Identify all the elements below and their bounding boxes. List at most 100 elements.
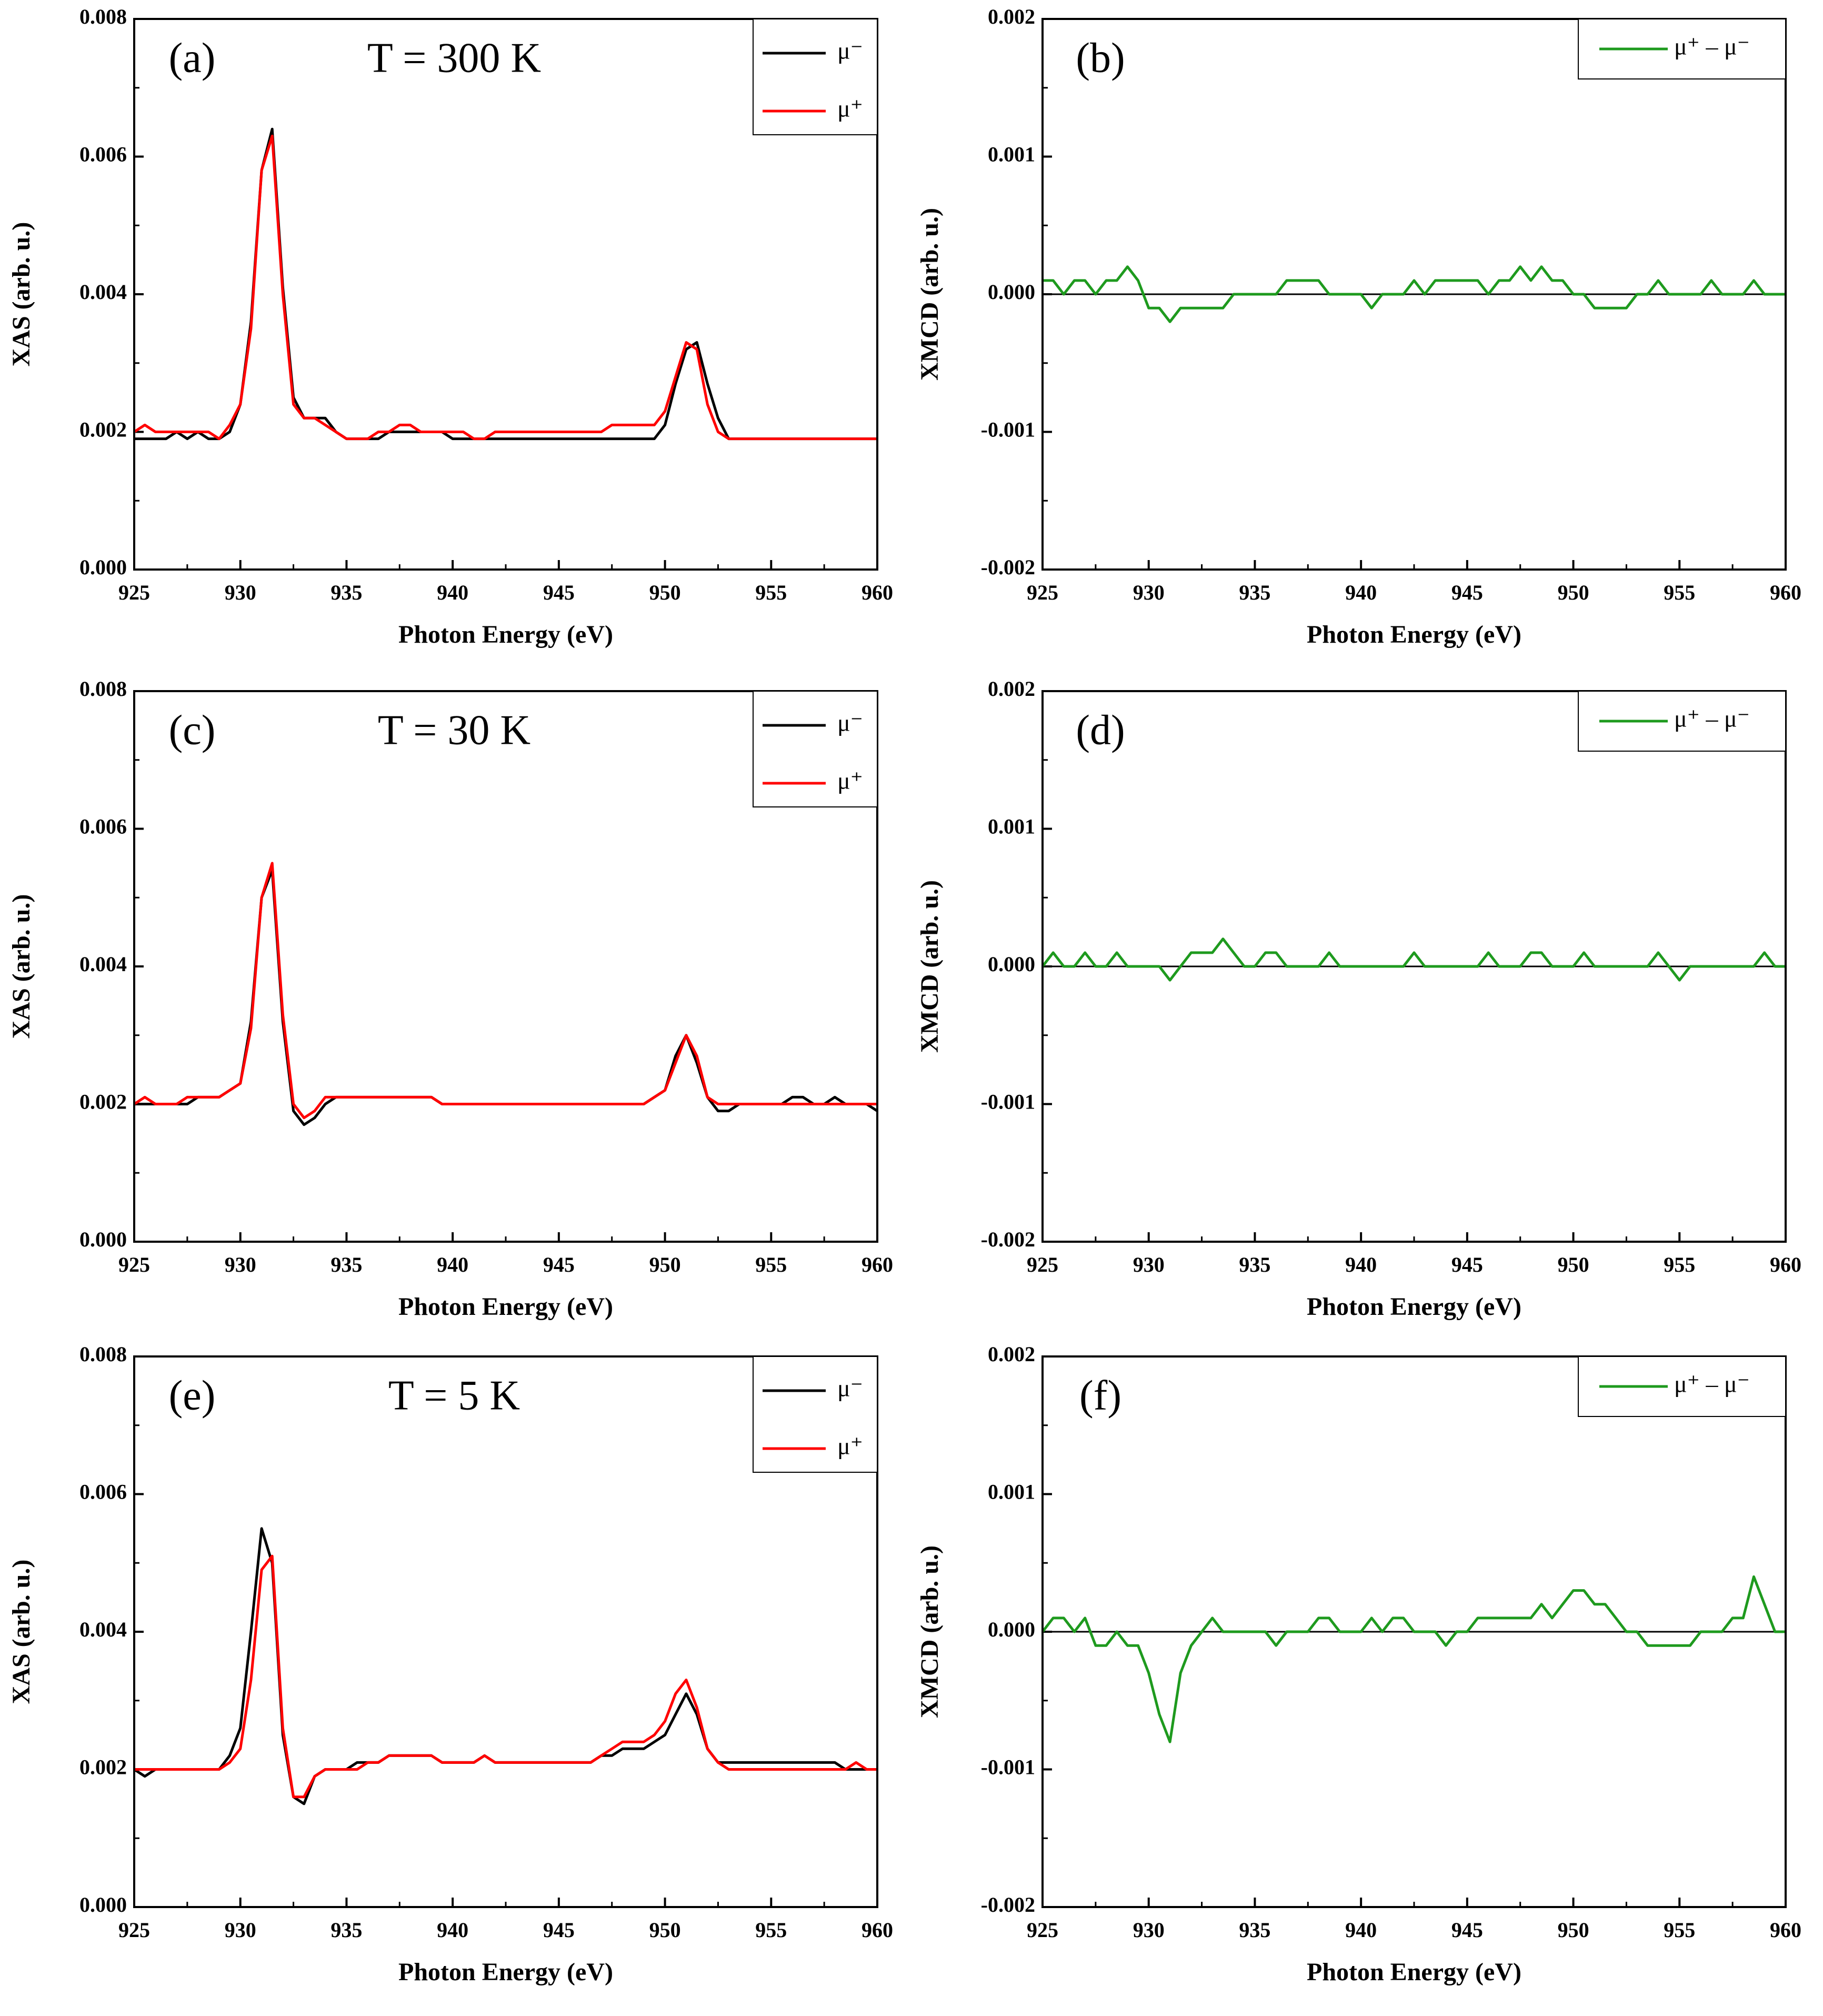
legend-label: μ⁺ – μ⁻ xyxy=(1674,1371,1750,1398)
y-tick-label: 0.006 xyxy=(79,143,127,166)
y-tick-label: 0.006 xyxy=(79,1480,127,1504)
axes-frame xyxy=(1041,18,1787,571)
y-tick-label: 0.002 xyxy=(988,5,1035,28)
panel: 925 930 935 940 945 950 955 960 0.000 0.002 0.004 0… xyxy=(7,5,893,648)
panel-label: (f) xyxy=(1079,1372,1121,1419)
x-tick-label: 945 xyxy=(543,1918,575,1942)
data-line xyxy=(1043,1575,1786,1743)
x-tick-label: 940 xyxy=(1345,1918,1377,1942)
x-tick-label: 955 xyxy=(755,1918,787,1942)
x-tick-label: 960 xyxy=(862,1253,893,1276)
legend-box xyxy=(753,18,878,135)
x-tick-label: 935 xyxy=(1239,1918,1270,1942)
x-axis-title: Photon Energy (eV) xyxy=(398,1958,613,1986)
y-tick-label: 0.002 xyxy=(79,1090,127,1114)
x-tick-label: 930 xyxy=(1133,1918,1165,1942)
data-line xyxy=(134,1554,877,1799)
x-tick-label: 955 xyxy=(755,1253,787,1276)
x-tick-label: 945 xyxy=(1451,581,1483,604)
legend-label: μ⁺ – μ⁻ xyxy=(1674,705,1750,732)
y-tick-label: 0.004 xyxy=(79,280,127,304)
legend-box xyxy=(753,1356,878,1473)
y-tick-label: 0.008 xyxy=(79,677,127,701)
legend-label: μ⁺ xyxy=(837,95,863,122)
y-tick-label: 0.000 xyxy=(79,555,127,579)
x-axis-title: Photon Energy (eV) xyxy=(1307,1293,1521,1321)
x-tick-label: 955 xyxy=(1664,1918,1695,1942)
x-tick-label: 955 xyxy=(1664,581,1695,604)
y-tick-label: -0.002 xyxy=(981,1227,1035,1251)
axes-frame xyxy=(1041,690,1787,1243)
axes-frame xyxy=(1041,1355,1787,1908)
panel-label: (d) xyxy=(1076,707,1125,753)
plot-area xyxy=(1043,937,1786,982)
y-axis-title: XAS (arb. u.) xyxy=(7,1560,35,1704)
x-tick-label: 940 xyxy=(437,581,468,604)
plot-area xyxy=(1043,265,1786,323)
annotation: T = 300 K xyxy=(367,35,541,81)
x-tick-label: 935 xyxy=(330,581,362,604)
legend-label: μ⁺ xyxy=(837,767,863,794)
y-axis-title: XMCD (arb. u.) xyxy=(916,880,944,1053)
x-tick-label: 930 xyxy=(1133,581,1165,604)
annotation: T = 5 K xyxy=(388,1372,520,1419)
panel-label: (c) xyxy=(169,707,216,753)
x-tick-label: 955 xyxy=(755,581,787,604)
y-axis-title: XMCD (arb. u.) xyxy=(916,208,944,381)
panel-label: (a) xyxy=(169,35,216,81)
x-tick-label: 950 xyxy=(649,1253,681,1276)
x-tick-label: 945 xyxy=(543,1253,575,1276)
y-tick-label: 0.001 xyxy=(988,815,1035,839)
x-tick-label: 950 xyxy=(1558,1253,1589,1276)
x-axis-title: Photon Energy (eV) xyxy=(398,621,613,648)
legend-label: μ⁻ xyxy=(837,37,863,64)
x-tick-label: 930 xyxy=(1133,1253,1165,1276)
data-line xyxy=(134,127,877,441)
y-tick-label: 0.001 xyxy=(988,1480,1035,1504)
panel-label: (e) xyxy=(169,1372,216,1419)
x-tick-label: 940 xyxy=(1345,1253,1377,1276)
x-tick-label: 935 xyxy=(330,1918,362,1942)
y-tick-label: 0.002 xyxy=(988,677,1035,701)
x-tick-label: 940 xyxy=(437,1918,468,1942)
plot-area xyxy=(134,862,877,1126)
y-tick-label: 0.002 xyxy=(79,418,127,442)
legend-label: μ⁻ xyxy=(837,710,863,736)
y-axis-title: XMCD (arb. u.) xyxy=(916,1545,944,1718)
y-tick-label: 0.008 xyxy=(79,5,127,28)
y-tick-label: -0.002 xyxy=(981,555,1035,579)
axes-frame xyxy=(133,690,878,1243)
x-tick-label: 925 xyxy=(118,581,150,604)
y-axis-title: XAS (arb. u.) xyxy=(7,222,35,367)
x-tick-label: 960 xyxy=(1770,1918,1801,1942)
data-line xyxy=(134,862,877,1120)
x-tick-label: 950 xyxy=(1558,1918,1589,1942)
y-tick-label: 0.004 xyxy=(79,1618,127,1641)
x-tick-label: 935 xyxy=(1239,1253,1270,1276)
y-tick-label: 0.000 xyxy=(988,1618,1035,1641)
legend-label: μ⁺ xyxy=(837,1433,863,1460)
panel: 925 930 935 940 945 950 955 960 -0.002 -0.001 0.00… xyxy=(916,5,1801,648)
axes-frame xyxy=(133,18,878,571)
x-tick-label: 950 xyxy=(1558,581,1589,604)
x-tick-label: 925 xyxy=(1027,1918,1058,1942)
x-tick-label: 950 xyxy=(649,581,681,604)
legend-label: μ⁻ xyxy=(837,1375,863,1402)
x-tick-label: 960 xyxy=(862,1918,893,1942)
y-axis-title: XAS (arb. u.) xyxy=(7,894,35,1039)
plot-area xyxy=(134,127,877,441)
x-tick-label: 960 xyxy=(862,581,893,604)
y-tick-label: 0.002 xyxy=(988,1342,1035,1366)
x-tick-label: 925 xyxy=(118,1253,150,1276)
plot-area xyxy=(1043,1575,1786,1743)
y-tick-label: 0.002 xyxy=(79,1755,127,1779)
y-tick-label: -0.001 xyxy=(981,1090,1035,1114)
x-tick-label: 935 xyxy=(1239,581,1270,604)
x-axis-title: Photon Energy (eV) xyxy=(398,1293,613,1321)
annotation: T = 30 K xyxy=(378,707,530,753)
y-tick-label: 0.000 xyxy=(988,952,1035,976)
data-line xyxy=(134,869,877,1126)
x-axis-title: Photon Energy (eV) xyxy=(1307,1958,1521,1986)
